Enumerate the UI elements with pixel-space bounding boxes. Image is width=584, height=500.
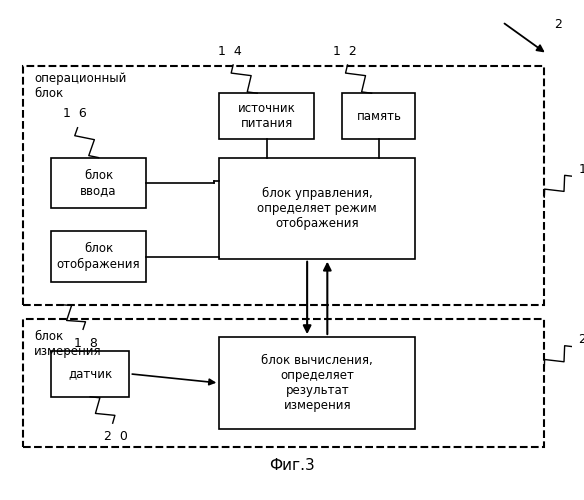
Text: 1  2: 1 2: [333, 44, 357, 58]
Text: датчик: датчик: [68, 368, 112, 380]
Text: 1  0: 1 0: [579, 163, 584, 176]
Bar: [219, 158, 415, 259]
Text: память: память: [356, 110, 401, 122]
Bar: [51, 351, 130, 397]
Bar: [51, 231, 146, 282]
Bar: [23, 318, 544, 448]
Text: 2  0: 2 0: [103, 430, 127, 444]
Text: блок
ввода: блок ввода: [81, 169, 117, 197]
Text: операционный
блок: операционный блок: [34, 72, 127, 101]
Bar: [219, 337, 415, 429]
Bar: [219, 93, 314, 139]
Text: Фиг.3: Фиг.3: [269, 458, 315, 472]
Text: блок
отображения: блок отображения: [57, 242, 140, 270]
Text: блок
измерения: блок измерения: [34, 330, 102, 358]
Text: блок вычисления,
определяет
результат
измерения: блок вычисления, определяет результат из…: [262, 354, 373, 412]
Bar: [51, 158, 146, 208]
Text: 1  6: 1 6: [63, 108, 86, 120]
Text: 1  4: 1 4: [218, 44, 242, 58]
Text: 2: 2: [554, 18, 562, 30]
Bar: [342, 93, 415, 139]
Text: источник
питания: источник питания: [238, 102, 296, 130]
Text: блок управления,
определяет режим
отображения: блок управления, определяет режим отобра…: [258, 186, 377, 230]
Text: 2  2: 2 2: [579, 334, 584, 346]
Text: 1  8: 1 8: [74, 336, 98, 349]
Bar: [23, 66, 544, 305]
